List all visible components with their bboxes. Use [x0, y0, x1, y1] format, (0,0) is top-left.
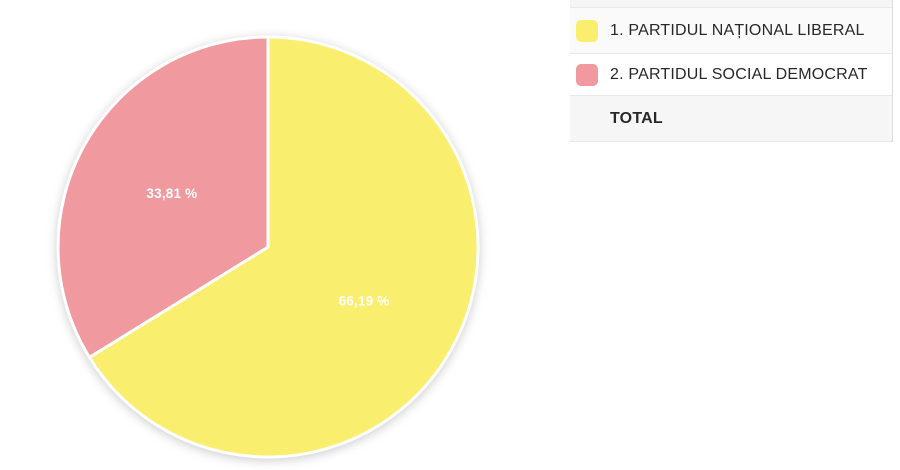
- legend-swatch-pnl: [576, 19, 598, 42]
- table-row-psd: 2. PARTIDUL SOCIAL DEMOCRAT: [570, 54, 892, 96]
- results-table: 1. PARTIDUL NAȚIONAL LIBERAL 2. PARTIDUL…: [570, 0, 893, 142]
- table-row-pnl: 1. PARTIDUL NAȚIONAL LIBERAL: [570, 8, 892, 54]
- pie-slice-partidul-social-democrat[interactable]: [56, 35, 270, 359]
- total-label: TOTAL: [610, 109, 663, 127]
- table-row-total: TOTAL: [570, 96, 892, 142]
- pie-slice-label-pnl: 66,19 %: [339, 293, 390, 308]
- legend-label-pnl: 1. PARTIDUL NAȚIONAL LIBERAL: [610, 21, 865, 39]
- pie-slices-group: [56, 35, 480, 459]
- legend-swatch-psd: [576, 63, 598, 86]
- pie-slice-label-psd: 33,81 %: [146, 186, 197, 201]
- table-partial-row: [570, 0, 892, 8]
- pie-slice-partidul-national-liberal[interactable]: [87, 35, 480, 459]
- legend-label-psd: 2. PARTIDUL SOCIAL DEMOCRAT: [610, 65, 868, 83]
